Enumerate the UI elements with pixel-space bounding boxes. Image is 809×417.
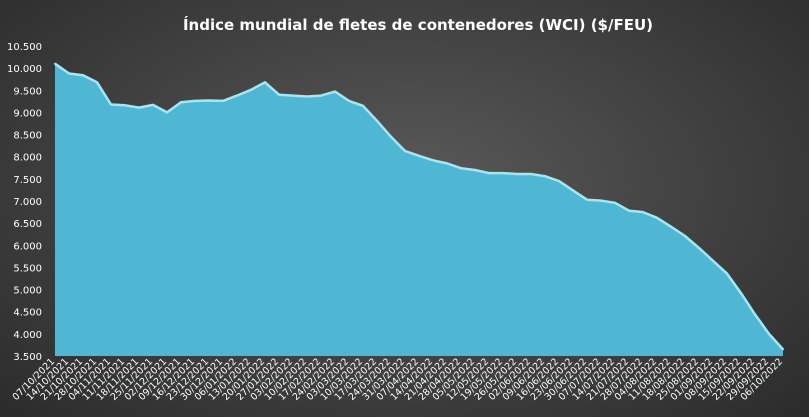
data-point: [306, 95, 308, 98]
data-point: [768, 332, 770, 335]
y-tick-label: 7.000: [13, 197, 42, 208]
data-point: [334, 90, 336, 93]
y-tick-label: 4.000: [13, 330, 42, 341]
y-tick-label: 5.500: [13, 263, 42, 274]
data-point: [68, 72, 70, 75]
data-point: [558, 180, 560, 183]
data-point: [54, 62, 56, 65]
data-point: [446, 162, 448, 165]
data-point: [474, 169, 476, 171]
data-point: [488, 172, 490, 175]
data-point: [166, 111, 168, 114]
data-point: [740, 292, 742, 295]
y-tick-label: 6.000: [13, 241, 42, 252]
data-point: [600, 199, 602, 202]
data-point: [82, 74, 84, 77]
data-point: [460, 167, 462, 170]
data-point: [572, 189, 574, 192]
data-point: [684, 235, 686, 237]
data-points: [54, 62, 784, 351]
data-point: [362, 104, 364, 107]
data-point: [236, 94, 238, 97]
data-point: [628, 209, 630, 212]
y-tick-label: 3.500: [13, 352, 42, 363]
data-point: [670, 225, 672, 228]
data-point: [222, 99, 224, 102]
data-point: [530, 173, 532, 175]
data-point: [320, 94, 322, 97]
data-point: [194, 99, 196, 102]
y-tick-label: 9.000: [13, 108, 42, 119]
data-point: [656, 216, 658, 219]
y-tick-label: 8.500: [13, 131, 42, 142]
data-point: [292, 94, 294, 97]
data-point: [96, 81, 98, 84]
y-tick-label: 8.000: [13, 153, 42, 164]
data-point: [698, 246, 700, 249]
data-point: [264, 81, 266, 84]
data-point: [124, 104, 126, 107]
y-tick-label: 6.500: [13, 219, 42, 230]
data-point: [782, 348, 784, 351]
data-point: [348, 99, 350, 102]
data-point: [712, 259, 714, 262]
y-tick-label: 10.500: [7, 42, 42, 53]
data-point: [726, 272, 728, 275]
y-tick-label: 10.000: [7, 64, 42, 75]
data-point: [180, 101, 182, 104]
y-tick-label: 9.500: [13, 86, 42, 97]
data-point: [586, 198, 588, 201]
y-tick-label: 5.000: [13, 286, 42, 297]
y-tick-label: 4.500: [13, 308, 42, 319]
data-point: [544, 175, 546, 178]
y-axis: 3.500 4.000 4.500 5.000 5.500 6.000 6.500 7.000…: [7, 42, 42, 363]
data-point: [390, 135, 392, 138]
x-axis: 07/10/202114/10/202121/10/202128/10/2021…: [11, 356, 786, 403]
data-point: [754, 313, 756, 316]
data-point: [208, 99, 210, 102]
area-fill: [55, 63, 783, 356]
data-point: [516, 173, 518, 175]
data-point: [614, 201, 616, 204]
data-point: [418, 154, 420, 157]
data-point: [152, 103, 154, 106]
data-point: [432, 159, 434, 162]
data-point: [138, 106, 140, 109]
y-tick-label: 7.500: [13, 175, 42, 186]
data-point: [502, 172, 504, 175]
data-point: [250, 88, 252, 91]
data-point: [404, 150, 406, 152]
chart-title: Índice mundial de fletes de contenedores…: [183, 15, 653, 34]
data-point: [376, 119, 378, 122]
data-point: [110, 103, 112, 106]
data-point: [278, 93, 280, 96]
data-point: [642, 211, 644, 214]
